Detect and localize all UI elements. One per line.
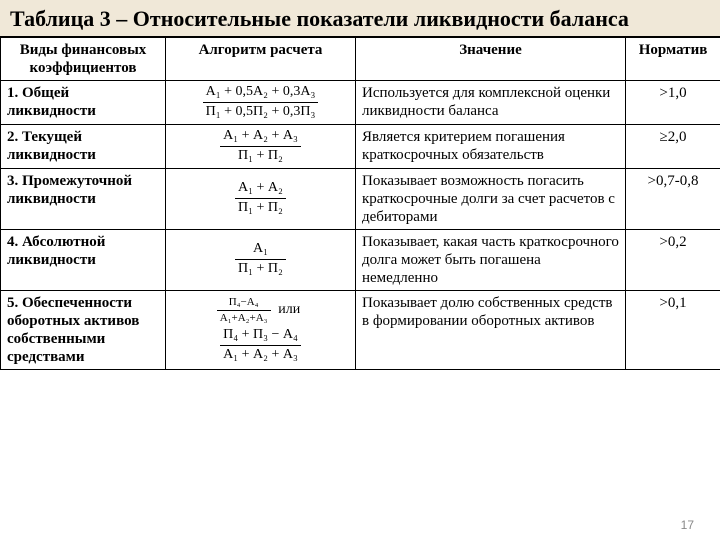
page-number: 17 — [681, 518, 694, 532]
header-algorithm: Алгоритм расчета — [166, 38, 356, 81]
table-row: 5. Обеспеченности оборотных активов собс… — [1, 290, 720, 369]
cell-norm: ≥2,0 — [626, 124, 720, 168]
title-bar: Таблица 3 – Относительные показатели лик… — [0, 0, 720, 37]
cell-type: 5. Обеспеченности оборотных активов собс… — [1, 290, 166, 369]
cell-type: 4. Абсолютной ликвидности — [1, 229, 166, 290]
fraction: А₁ + А₂ + А₃ П₁ + П₂ — [220, 128, 301, 165]
header-types: Виды финансовых коэффициентов — [1, 38, 166, 81]
cell-norm: >1,0 — [626, 81, 720, 125]
cell-algorithm: А₁ П₁ + П₂ — [166, 229, 356, 290]
cell-norm: >0,1 — [626, 290, 720, 369]
cell-meaning: Показывает возможность погасить краткоср… — [356, 168, 626, 229]
table-header-row: Виды финансовых коэффициентов Алгоритм р… — [1, 38, 720, 81]
cell-meaning: Показывает, какая часть краткосрочного д… — [356, 229, 626, 290]
cell-algorithm: А₁ + 0,5А₂ + 0,3А₃ П₁ + 0,5П₂ + 0,3П₃ — [166, 81, 356, 125]
fraction: П₄−А₄ А₁+А₂+А₃ — [217, 296, 271, 325]
page-title: Таблица 3 – Относительные показатели лик… — [10, 6, 710, 32]
cell-norm: >0,7-0,8 — [626, 168, 720, 229]
cell-algorithm: А₁ + А₂ П₁ + П₂ — [166, 168, 356, 229]
numerator: А₁ + А₂ — [235, 180, 286, 199]
denominator: П₁ + П₂ — [235, 199, 286, 217]
table-row: 3. Промежуточной ликвидности А₁ + А₂ П₁ … — [1, 168, 720, 229]
numerator: П₄ + П₃ − А₄ — [220, 327, 301, 346]
numerator: А₁ + А₂ + А₃ — [220, 128, 301, 147]
header-norm: Норматив — [626, 38, 720, 81]
cell-type: 3. Промежуточной ликвидности — [1, 168, 166, 229]
denominator: П₁ + П₂ — [235, 260, 286, 278]
formula-stack: П₄−А₄ А₁+А₂+А₃ или П₄ + П₃ − А₄ А₁ + А₂ … — [172, 296, 349, 364]
cell-algorithm: А₁ + А₂ + А₃ П₁ + П₂ — [166, 124, 356, 168]
cell-norm: >0,2 — [626, 229, 720, 290]
denominator: П₁ + 0,5П₂ + 0,3П₃ — [203, 103, 319, 121]
liquidity-table: Виды финансовых коэффициентов Алгоритм р… — [0, 37, 720, 369]
cell-meaning: Является критерием погашения краткосрочн… — [356, 124, 626, 168]
formula-line1: П₄−А₄ А₁+А₂+А₃ или — [217, 296, 304, 325]
fraction: А₁ П₁ + П₂ — [235, 241, 286, 278]
denominator: П₁ + П₂ — [220, 147, 301, 165]
cell-type: 2. Текущей ликвидности — [1, 124, 166, 168]
or-label: или — [278, 302, 300, 317]
numerator: А₁ — [235, 241, 286, 260]
denominator: А₁+А₂+А₃ — [217, 311, 271, 325]
numerator: А₁ + 0,5А₂ + 0,3А₃ — [203, 84, 319, 103]
cell-meaning: Используется для комплексной оценки ликв… — [356, 81, 626, 125]
fraction: А₁ + 0,5А₂ + 0,3А₃ П₁ + 0,5П₂ + 0,3П₃ — [203, 84, 319, 121]
table-row: 1. Общей ликвидности А₁ + 0,5А₂ + 0,3А₃ … — [1, 81, 720, 125]
cell-type: 1. Общей ликвидности — [1, 81, 166, 125]
cell-algorithm: П₄−А₄ А₁+А₂+А₃ или П₄ + П₃ − А₄ А₁ + А₂ … — [166, 290, 356, 369]
fraction: П₄ + П₃ − А₄ А₁ + А₂ + А₃ — [220, 327, 301, 364]
denominator: А₁ + А₂ + А₃ — [220, 346, 301, 364]
cell-meaning: Показывает долю собственных средств в фо… — [356, 290, 626, 369]
header-meaning: Значение — [356, 38, 626, 81]
fraction: А₁ + А₂ П₁ + П₂ — [235, 180, 286, 217]
numerator: П₄−А₄ — [217, 296, 271, 311]
table-row: 4. Абсолютной ликвидности А₁ П₁ + П₂ Пок… — [1, 229, 720, 290]
table-row: 2. Текущей ликвидности А₁ + А₂ + А₃ П₁ +… — [1, 124, 720, 168]
